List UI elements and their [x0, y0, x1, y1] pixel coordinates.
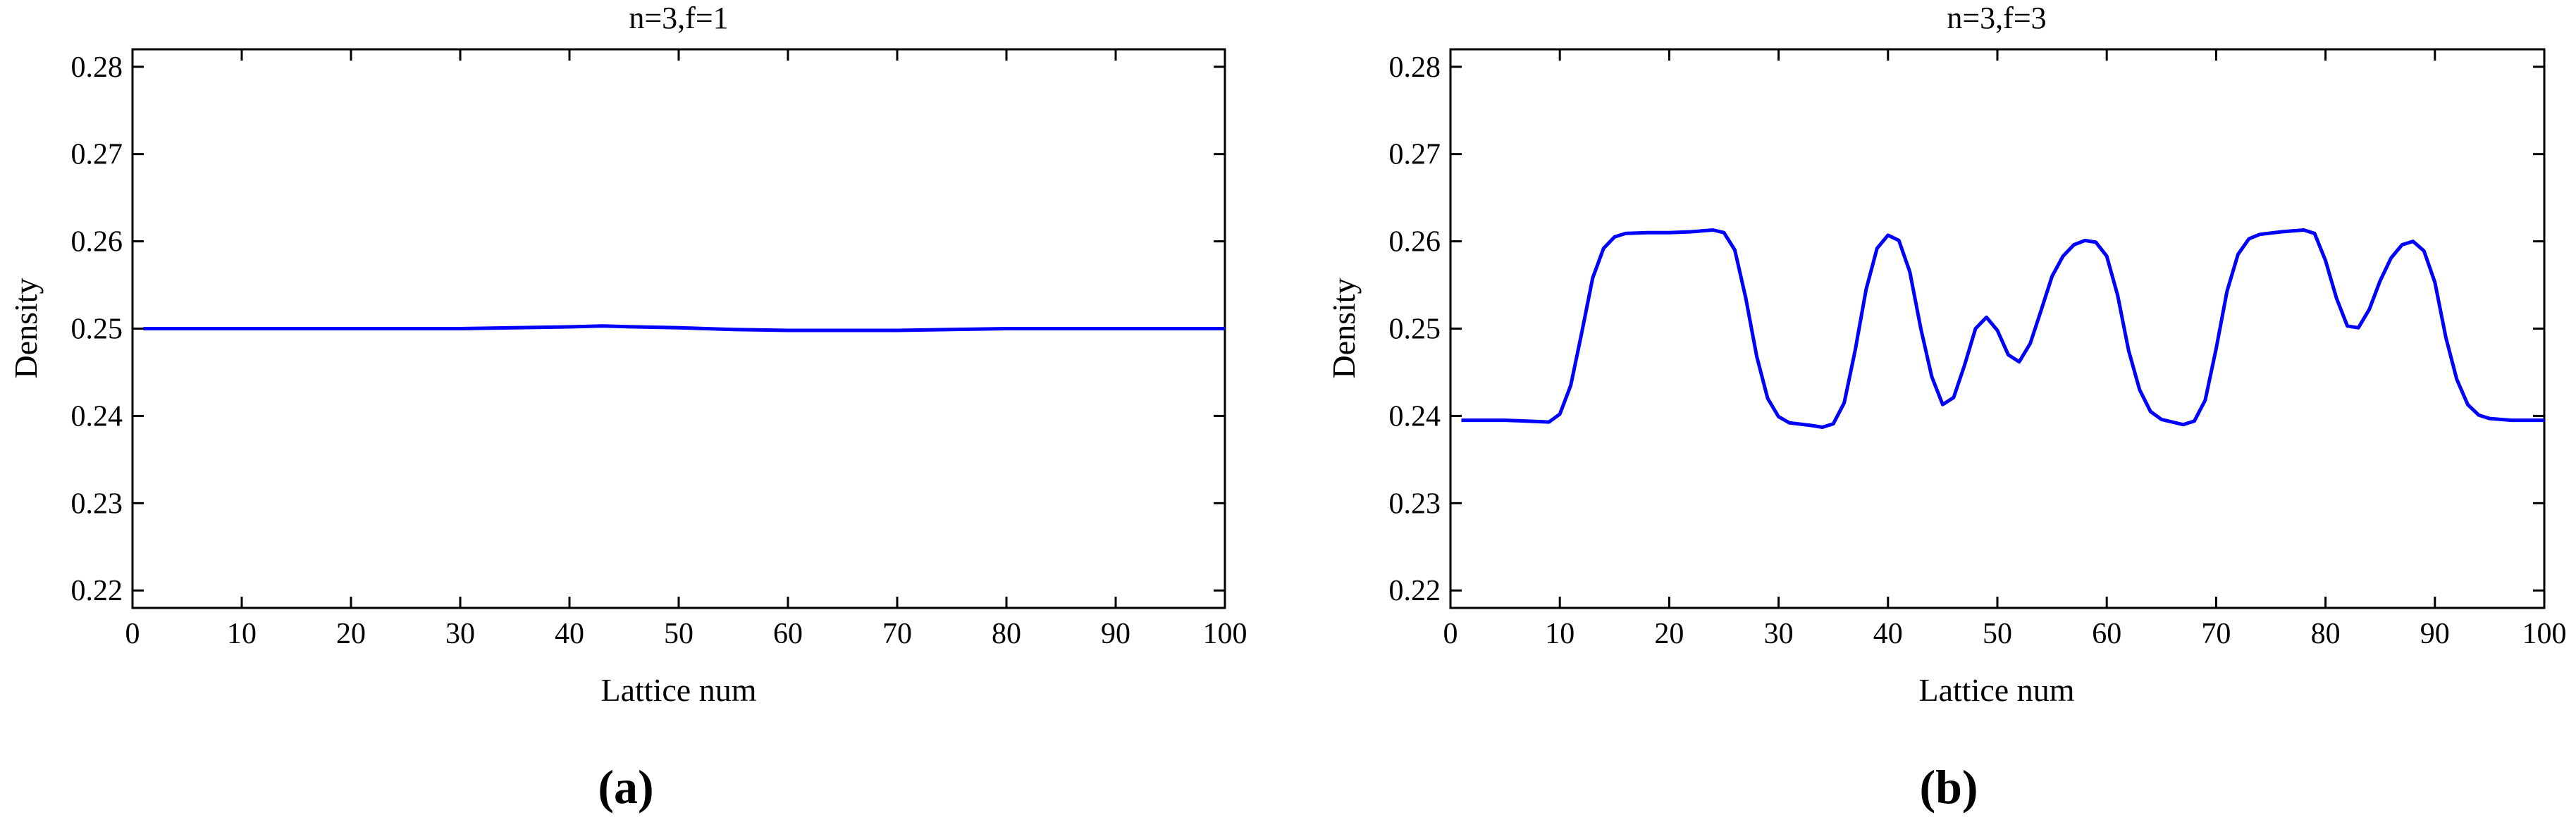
panel-b-x-ticks: 0 10 20 30 40 50 60 70 80 90 100 — [1443, 49, 2567, 650]
panel-a-x-tick-label: 60 — [773, 618, 803, 650]
panel-a-density-line — [143, 324, 1225, 332]
panel-b-title: n=3,f=3 — [1947, 1, 2046, 35]
panel-a: n=3,f=1 0 10 20 30 40 50 60 70 80 90 100 0.220.230… — [8, 1, 1247, 814]
panel-a-title: n=3,f=1 — [629, 1, 728, 35]
panel-a-y-tick-label: 0.28 — [71, 51, 123, 84]
panel-b-y-axis-label: Density — [1326, 278, 1362, 378]
panel-b-y-ticks: 0.22 0.23 0.24 0.25 0.26 0.27 0.28 — [1389, 51, 2544, 607]
panel-b-x-tick-label: 0 — [1443, 618, 1458, 650]
panel-a-x-ticks: 0 10 20 30 40 50 60 70 80 90 100 — [125, 49, 1247, 650]
panel-a-y-tick-label: 0.22 — [71, 575, 123, 607]
panel-a-x-tick-label: 90 — [1101, 618, 1130, 650]
panel-b-x-tick-label: 80 — [2311, 618, 2341, 650]
panel-b-x-tick-label: 20 — [1654, 618, 1684, 650]
panel-a-x-tick-label: 40 — [555, 618, 584, 650]
panel-b-x-tick-label: 50 — [1983, 618, 2012, 650]
panel-a-x-tick-label: 30 — [445, 618, 475, 650]
panel-a-x-tick-label: 80 — [992, 618, 1021, 650]
panel-b-label: (b) — [1919, 760, 1978, 814]
panel-a-x-tick-label: 20 — [336, 618, 366, 650]
panel-a-x-tick-label: 50 — [664, 618, 694, 650]
panel-a-y-ticks: 0.22 0.23 0.24 0.25 0.26 0.27 0.28 — [71, 51, 1225, 607]
panel-b: n=3,f=3 0 10 20 30 40 50 60 70 80 90 100 0.220.230… — [1326, 1, 2567, 814]
panel-a-x-tick-label: 70 — [882, 618, 912, 650]
panel-a-x-tick-label: 100 — [1203, 618, 1247, 650]
panel-b-x-tick-label: 60 — [2092, 618, 2121, 650]
panel-a-x-tick-label: 0 — [125, 618, 140, 650]
panel-a-y-tick-label: 0.27 — [71, 139, 123, 171]
panel-b-x-tick-label: 100 — [2522, 618, 2567, 650]
panel-b-x-tick-label: 10 — [1545, 618, 1574, 650]
panel-b-y-tick-label: 0.22 — [1389, 575, 1441, 607]
panel-b-x-tick-label: 90 — [2420, 618, 2450, 650]
panel-b-y-tick-label: 0.28 — [1389, 51, 1441, 84]
panel-b-y-tick-label: 0.25 — [1389, 313, 1441, 346]
panel-b-y-tick-label: 0.24 — [1389, 400, 1441, 433]
panel-b-x-axis-label: Lattice num — [1919, 672, 2075, 708]
panel-a-x-axis-label: Lattice num — [601, 672, 757, 708]
panel-a-x-tick-label: 10 — [227, 618, 257, 650]
panel-b-y-tick-label: 0.26 — [1389, 226, 1441, 259]
panel-a-label: (a) — [598, 760, 653, 814]
panel-b-y-tick-label: 0.27 — [1389, 139, 1441, 171]
panel-b-x-tick-label: 40 — [1873, 618, 1903, 650]
panel-b-x-tick-label: 30 — [1764, 618, 1794, 650]
panel-a-y-tick-label: 0.26 — [71, 226, 123, 259]
panel-a-y-axis-label: Density — [8, 278, 44, 378]
panel-b-x-tick-label: 70 — [2201, 618, 2231, 650]
panel-a-y-tick-label: 0.25 — [71, 313, 123, 346]
panel-b-y-tick-label: 0.23 — [1389, 487, 1441, 520]
panel-a-y-tick-label: 0.24 — [71, 400, 123, 433]
panel-a-y-tick-label: 0.23 — [71, 487, 123, 520]
panel-b-density-line — [1461, 228, 2544, 429]
